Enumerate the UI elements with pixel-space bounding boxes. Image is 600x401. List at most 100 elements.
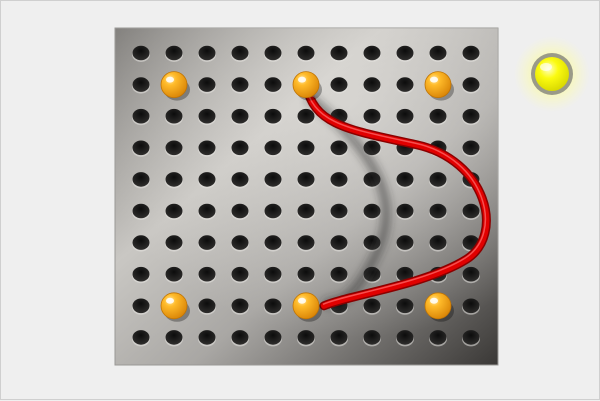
peg-hole[interactable]	[264, 266, 282, 284]
peg-hole[interactable]	[231, 77, 249, 94]
peg-hole[interactable]	[264, 235, 282, 252]
peg-hole[interactable]	[264, 330, 282, 347]
peg-hole[interactable]	[363, 203, 381, 220]
peg-hole[interactable]	[198, 108, 216, 126]
peg-hole[interactable]	[297, 45, 315, 62]
peg-hole[interactable]	[462, 203, 480, 220]
peg-bottom-right[interactable]	[424, 292, 454, 322]
peg-hole[interactable]	[429, 45, 447, 62]
pegs	[160, 71, 454, 322]
peg-hole[interactable]	[429, 330, 447, 347]
peg-top-right[interactable]	[424, 71, 454, 101]
peg-hole[interactable]	[198, 172, 216, 189]
peg-hole[interactable]	[165, 330, 183, 347]
peg-top-left[interactable]	[160, 71, 190, 101]
peg-hole[interactable]	[198, 330, 216, 347]
peg-hole[interactable]	[429, 108, 447, 126]
peg-hole[interactable]	[132, 77, 150, 94]
peg-hole[interactable]	[330, 45, 348, 62]
peg-hole[interactable]	[231, 203, 249, 220]
peg-hole[interactable]	[132, 298, 150, 315]
peg-hole[interactable]	[132, 266, 150, 284]
peg-hole[interactable]	[297, 203, 315, 220]
peg-hole[interactable]	[165, 266, 183, 284]
peg-hole[interactable]	[396, 235, 414, 252]
peg-hole[interactable]	[231, 266, 249, 284]
peg-hole[interactable]	[231, 45, 249, 62]
peg-hole[interactable]	[462, 77, 480, 94]
peg-hole[interactable]	[330, 172, 348, 189]
peg-hole[interactable]	[396, 45, 414, 62]
peg-hole[interactable]	[396, 172, 414, 189]
peg-hole[interactable]	[198, 77, 216, 94]
peg-hole[interactable]	[165, 108, 183, 126]
peg-hole[interactable]	[429, 235, 447, 252]
peg-hole[interactable]	[429, 203, 447, 220]
peg-hole[interactable]	[363, 45, 381, 62]
peg-hole[interactable]	[231, 330, 249, 347]
peg-hole[interactable]	[330, 77, 348, 94]
peg-hole[interactable]	[396, 77, 414, 94]
peg-hole[interactable]	[231, 108, 249, 126]
peg-hole[interactable]	[165, 140, 183, 157]
peg-hole[interactable]	[429, 172, 447, 189]
peg-hole[interactable]	[396, 298, 414, 315]
peg-hole[interactable]	[231, 298, 249, 315]
peg-hole[interactable]	[198, 266, 216, 284]
peg-hole[interactable]	[462, 108, 480, 126]
peg-hole[interactable]	[330, 330, 348, 347]
peg-hole[interactable]	[396, 203, 414, 220]
peg-hole[interactable]	[132, 45, 150, 62]
peg-hole[interactable]	[132, 203, 150, 220]
peg-hole[interactable]	[462, 298, 480, 315]
peg-hole[interactable]	[462, 266, 480, 284]
peg-hole[interactable]	[264, 172, 282, 189]
peg-hole[interactable]	[330, 203, 348, 220]
peg-hole[interactable]	[330, 266, 348, 284]
peg-bottom-middle[interactable]	[292, 292, 322, 322]
peg-hole[interactable]	[330, 140, 348, 157]
peg-hole[interactable]	[132, 172, 150, 189]
peg-hole[interactable]	[198, 45, 216, 62]
peg-hole[interactable]	[396, 330, 414, 347]
peg-hole[interactable]	[198, 203, 216, 220]
bulb-icon[interactable]	[514, 36, 590, 112]
peg-hole[interactable]	[363, 77, 381, 94]
peg-hole[interactable]	[165, 172, 183, 189]
peg-hole[interactable]	[330, 235, 348, 252]
peg-hole[interactable]	[132, 140, 150, 157]
peg-hole[interactable]	[198, 140, 216, 157]
peg-hole[interactable]	[297, 108, 315, 126]
peg-hole[interactable]	[264, 140, 282, 157]
peg-hole[interactable]	[165, 45, 183, 62]
peg-hole[interactable]	[297, 266, 315, 284]
peg-hole[interactable]	[132, 235, 150, 252]
peg-hole[interactable]	[297, 140, 315, 157]
peg-hole[interactable]	[363, 298, 381, 315]
peg-hole[interactable]	[165, 235, 183, 252]
peg-hole[interactable]	[264, 77, 282, 94]
peg-hole[interactable]	[264, 203, 282, 220]
peg-hole[interactable]	[264, 108, 282, 126]
peg-hole[interactable]	[297, 172, 315, 189]
peg-hole[interactable]	[297, 235, 315, 252]
peg-hole[interactable]	[231, 140, 249, 157]
peg-hole[interactable]	[132, 108, 150, 126]
peg-top-middle[interactable]	[292, 71, 322, 101]
peg-hole[interactable]	[462, 330, 480, 347]
peg-hole[interactable]	[462, 45, 480, 62]
peg-hole[interactable]	[462, 140, 480, 157]
peg-hole[interactable]	[396, 108, 414, 126]
peg-hole[interactable]	[264, 45, 282, 62]
peg-hole[interactable]	[363, 330, 381, 347]
peg-hole[interactable]	[132, 330, 150, 347]
peg-hole[interactable]	[165, 203, 183, 220]
peg-hole[interactable]	[198, 235, 216, 252]
peg-hole[interactable]	[297, 330, 315, 347]
peg-hole[interactable]	[231, 235, 249, 252]
peg-hole[interactable]	[231, 172, 249, 189]
peg-hole[interactable]	[198, 298, 216, 315]
peg-bottom-left[interactable]	[160, 292, 190, 322]
peg-hole[interactable]	[264, 298, 282, 315]
peg-hole[interactable]	[363, 108, 381, 126]
